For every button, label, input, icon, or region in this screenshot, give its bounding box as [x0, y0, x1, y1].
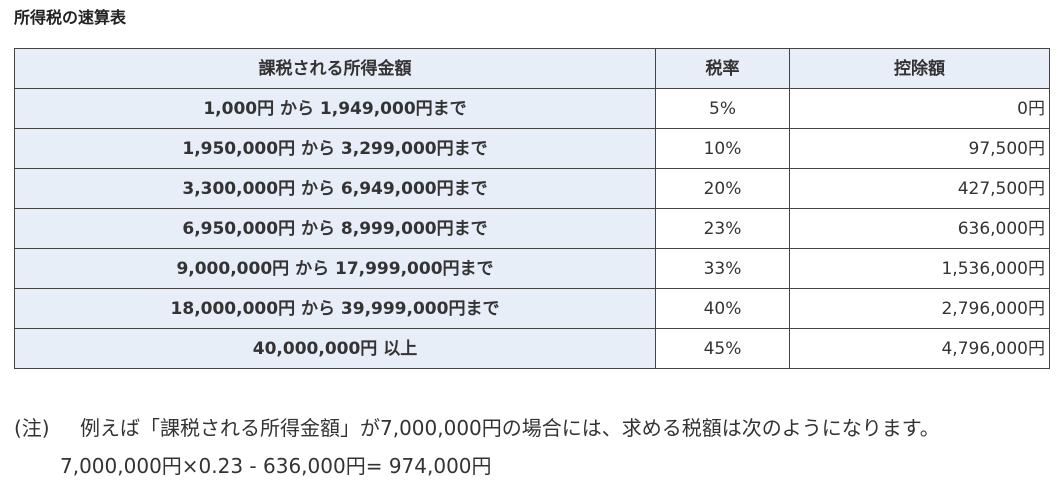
- table-row: 9,000,000円 から 17,999,000円まで 33% 1,536,00…: [14, 248, 1050, 289]
- tax-rate-cell: 20%: [655, 168, 790, 209]
- deduction-cell: 636,000円: [789, 208, 1050, 249]
- tax-rate-cell: 33%: [655, 248, 790, 289]
- table-row: 1,950,000円 から 3,299,000円まで 10% 97,500円: [14, 128, 1050, 169]
- deduction-cell: 1,536,000円: [789, 248, 1050, 289]
- income-range-cell: 3,300,000円 から 6,949,000円まで: [14, 168, 656, 209]
- income-range-cell: 1,950,000円 から 3,299,000円まで: [14, 128, 656, 169]
- tax-rate-cell: 23%: [655, 208, 790, 249]
- income-range-cell: 9,000,000円 から 17,999,000円まで: [14, 248, 656, 289]
- table-row: 3,300,000円 から 6,949,000円まで 20% 427,500円: [14, 168, 1050, 209]
- table-row: 18,000,000円 から 39,999,000円まで 40% 2,796,0…: [14, 288, 1050, 329]
- tax-rate-cell: 10%: [655, 128, 790, 169]
- column-header-income: 課税される所得金額: [14, 48, 656, 89]
- income-range-cell: 40,000,000円 以上: [14, 328, 656, 369]
- income-range-cell: 18,000,000円 から 39,999,000円まで: [14, 288, 656, 329]
- note-label: (注): [14, 416, 50, 440]
- table-row: 6,950,000円 から 8,999,000円まで 23% 636,000円: [14, 208, 1050, 249]
- tax-rate-cell: 40%: [655, 288, 790, 329]
- deduction-cell: 0円: [789, 88, 1050, 129]
- table-header-row: 課税される所得金額 税率 控除額: [14, 48, 1050, 89]
- page-title: 所得税の速算表: [14, 8, 127, 27]
- note: (注) 例えば「課税される所得金額」が7,000,000円の場合には、求める税額は…: [14, 414, 940, 442]
- calculation-example: 7,000,000円×0.23 - 636,000円= 974,000円: [60, 454, 492, 478]
- deduction-cell: 427,500円: [789, 168, 1050, 209]
- column-header-rate: 税率: [655, 48, 790, 89]
- table-row: 40,000,000円 以上 45% 4,796,000円: [14, 328, 1050, 369]
- column-header-deduction: 控除額: [789, 48, 1050, 89]
- income-range-cell: 6,950,000円 から 8,999,000円まで: [14, 208, 656, 249]
- deduction-cell: 2,796,000円: [789, 288, 1050, 329]
- income-range-cell: 1,000円 から 1,949,000円まで: [14, 88, 656, 129]
- tax-rate-table: 課税される所得金額 税率 控除額 1,000円 から 1,949,000円まで …: [14, 48, 1050, 369]
- table-row: 1,000円 から 1,949,000円まで 5% 0円: [14, 88, 1050, 129]
- deduction-cell: 97,500円: [789, 128, 1050, 169]
- tax-rate-cell: 5%: [655, 88, 790, 129]
- tax-rate-cell: 45%: [655, 328, 790, 369]
- note-text: 例えば「課税される所得金額」が7,000,000円の場合には、求める税額は次のよ…: [80, 416, 940, 440]
- deduction-cell: 4,796,000円: [789, 328, 1050, 369]
